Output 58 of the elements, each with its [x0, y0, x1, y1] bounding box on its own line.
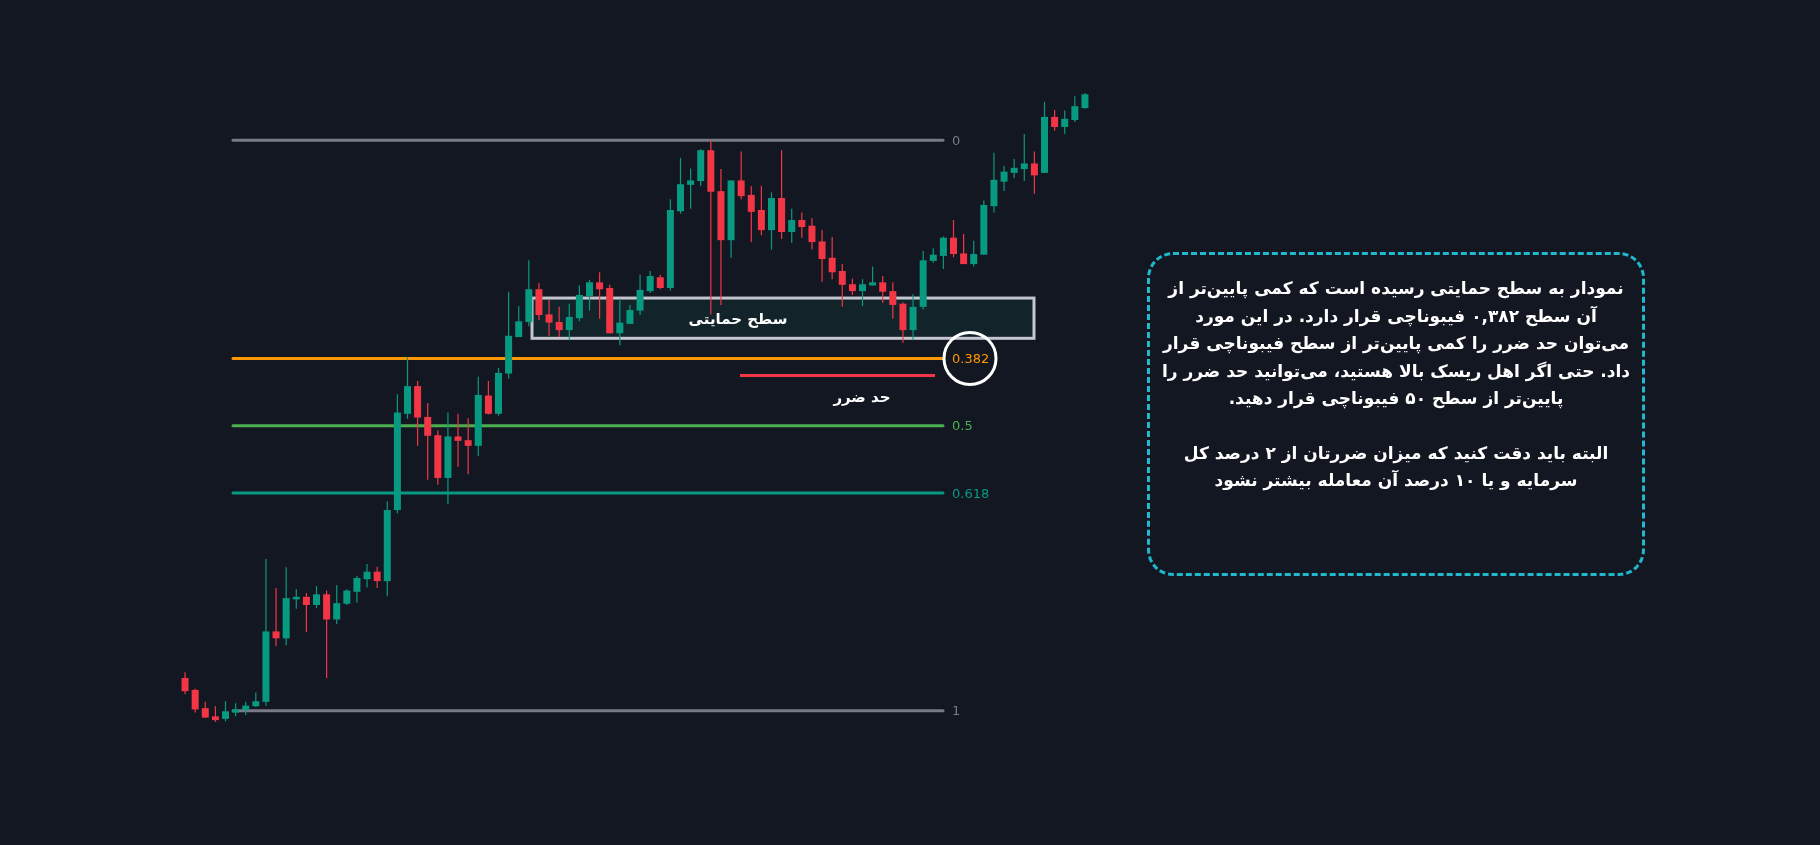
- candlestick: [545, 299, 553, 337]
- note-box: نمودار به سطح حمایتی رسیده است که کمی پایین‌تر از آن سطح ۰,۳۸۲ فیبوناچی قرار دارد. در این مورد می‌توان حد ضرر را کمی پایین‌تر از سطح فیبوناچی قرار داد. حتی اگر اهل ریسک بالا هستید، می‌توانید حد ضرر را پایین‌تر از سطح ۵۰ فیبوناچی قرار دهید. البته باید دقت کنید که میزان ضررتان از ۲ درصد کل سرمایه و یا ۱۰ درصد آن معامله بیشتر نشود: [1147, 252, 1645, 576]
- candlestick: [1071, 95, 1079, 123]
- candlestick: [555, 306, 563, 338]
- candlestick: [909, 293, 917, 341]
- candlestick: [1020, 133, 1028, 182]
- candlestick: [970, 240, 978, 268]
- candlestick: [788, 208, 796, 244]
- candlestick: [1010, 158, 1018, 179]
- candlestick: [222, 700, 229, 722]
- annotation: 1: [952, 703, 961, 719]
- annotation: 0: [952, 132, 961, 148]
- candlestick: [859, 278, 866, 307]
- candlestick: [798, 211, 806, 239]
- candlestick: [515, 305, 523, 338]
- candlestick: [313, 585, 320, 609]
- candlestick: [960, 233, 968, 265]
- candlestick: [302, 592, 310, 633]
- candlestick: [424, 402, 432, 481]
- candlestick: [484, 380, 492, 416]
- annotation: 0.382: [952, 350, 990, 366]
- candlestick: [1030, 150, 1038, 195]
- candlestick: [565, 303, 573, 341]
- candlestick: [272, 587, 280, 647]
- candlestick: [586, 279, 593, 312]
- candlestick: [596, 271, 604, 320]
- candlestick: [333, 584, 341, 625]
- annotation: 0.5: [952, 418, 973, 434]
- candlestick: [1000, 165, 1008, 192]
- candlestick: [879, 275, 887, 304]
- candlestick: [1051, 109, 1059, 132]
- candlestick: [939, 235, 947, 270]
- ref-line-label: حد ضرر: [832, 388, 891, 407]
- candlestick: [808, 217, 816, 251]
- candlestick: [464, 417, 472, 475]
- candlestick: [191, 688, 199, 714]
- candlestick: [757, 185, 765, 236]
- candlestick: [181, 671, 189, 695]
- candlestick: [626, 304, 634, 325]
- candlestick: [373, 566, 381, 589]
- candlestick: [737, 150, 745, 200]
- candlestick: [616, 298, 624, 346]
- candlestick: [950, 219, 957, 258]
- annotation: 0.618: [952, 485, 990, 501]
- candlestick: [687, 167, 695, 210]
- candlestick: [1061, 110, 1069, 135]
- candlestick: [575, 284, 583, 322]
- candlestick: [454, 413, 462, 468]
- candlestick: [363, 563, 371, 588]
- candlestick: [818, 229, 826, 283]
- candlestick: [838, 263, 846, 308]
- candlestick: [889, 281, 897, 320]
- candlestick: [646, 270, 654, 294]
- candlestick: [636, 274, 644, 316]
- candlestick: [747, 185, 755, 243]
- candlestick: [353, 575, 361, 604]
- candlestick: [828, 236, 836, 280]
- band-label: سطح حمایتی: [688, 310, 788, 329]
